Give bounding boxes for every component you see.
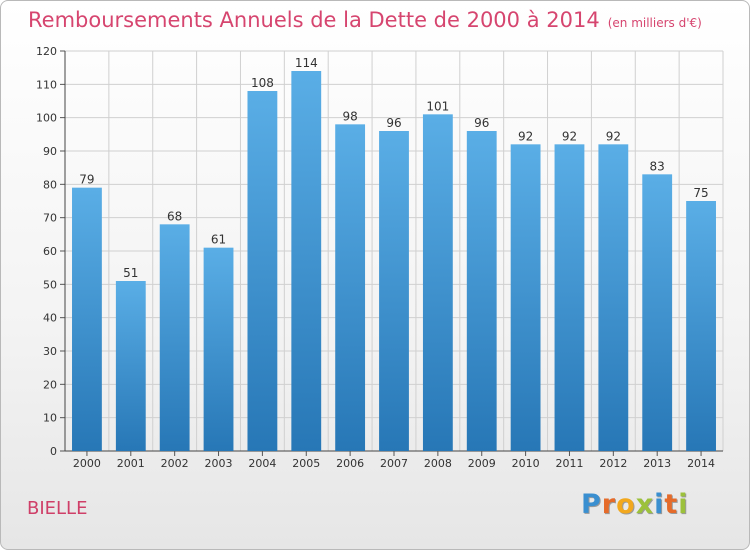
x-tick-label: 2006 <box>336 457 364 470</box>
bar-value-label: 96 <box>474 116 489 130</box>
x-tick-label: 2009 <box>468 457 496 470</box>
y-tick-label: 60 <box>43 245 57 258</box>
y-tick-label: 90 <box>43 145 57 158</box>
y-tick-label: 0 <box>50 445 57 458</box>
logo-letter: P <box>581 489 602 520</box>
bar-value-label: 92 <box>562 129 577 143</box>
bar <box>159 224 190 451</box>
logo-letter: t <box>664 489 679 520</box>
x-tick-label: 2012 <box>599 457 627 470</box>
logo-letter: r <box>601 489 617 520</box>
bar-value-label: 83 <box>650 159 665 173</box>
title-text: Remboursements Annuels de la Dette de 20… <box>28 8 600 32</box>
x-tick-label: 2007 <box>380 457 408 470</box>
unit-note: (en milliers d'€) <box>607 16 702 30</box>
y-tick-label: 50 <box>43 278 57 291</box>
y-tick-label: 40 <box>43 312 57 325</box>
bar <box>598 144 629 452</box>
bar-value-label: 68 <box>167 209 182 223</box>
x-tick-label: 2004 <box>248 457 276 470</box>
bar <box>554 144 585 452</box>
x-tick-label: 2005 <box>292 457 320 470</box>
bar <box>686 201 716 451</box>
bar-value-label: 108 <box>251 76 274 90</box>
y-tick-label: 10 <box>43 412 57 425</box>
bar-value-label: 75 <box>693 186 708 200</box>
x-tick-label: 2001 <box>117 457 145 470</box>
y-tick-label: 80 <box>43 178 57 191</box>
chart-title: Remboursements Annuels de la Dette de 20… <box>28 8 702 32</box>
y-tick-label: 20 <box>43 378 57 391</box>
bar-value-label: 92 <box>606 129 621 143</box>
logo-letter: o <box>616 489 636 520</box>
x-tick-label: 2010 <box>512 457 540 470</box>
bar <box>203 247 234 451</box>
y-tick-label: 100 <box>36 112 57 125</box>
commune-name: BIELLE <box>27 498 88 519</box>
bar-value-label: 92 <box>518 129 533 143</box>
bar <box>247 91 278 451</box>
x-tick-label: 2000 <box>73 457 101 470</box>
bar-value-label: 79 <box>79 173 94 187</box>
bar <box>379 131 409 451</box>
bar <box>291 71 322 451</box>
bar-value-label: 96 <box>386 116 401 130</box>
bar <box>510 144 541 452</box>
x-tick-label: 2013 <box>643 457 671 470</box>
logo-letter: x <box>635 489 655 520</box>
bar <box>466 131 497 451</box>
x-tick-label: 2002 <box>161 457 189 470</box>
bar-value-label: 98 <box>342 109 357 123</box>
bar <box>335 124 366 451</box>
bar <box>422 114 453 451</box>
bar-value-label: 61 <box>211 233 226 247</box>
bar <box>115 281 146 451</box>
x-tick-label: 2008 <box>424 457 452 470</box>
proxiti-logo: Proxiti <box>581 489 689 520</box>
x-tick-label: 2011 <box>555 457 583 470</box>
bar-value-label: 51 <box>123 266 138 280</box>
bar <box>72 187 102 451</box>
y-tick-label: 110 <box>36 78 57 91</box>
logo-letter: i <box>678 489 689 520</box>
x-tick-label: 2003 <box>205 457 233 470</box>
bar-value-label: 114 <box>295 56 318 70</box>
x-tick-label: 2014 <box>687 457 715 470</box>
y-tick-label: 120 <box>36 45 57 58</box>
y-tick-label: 30 <box>43 345 57 358</box>
bar <box>642 174 673 452</box>
y-tick-label: 70 <box>43 212 57 225</box>
bar-value-label: 101 <box>426 99 449 113</box>
logo-letter: i <box>654 489 665 520</box>
